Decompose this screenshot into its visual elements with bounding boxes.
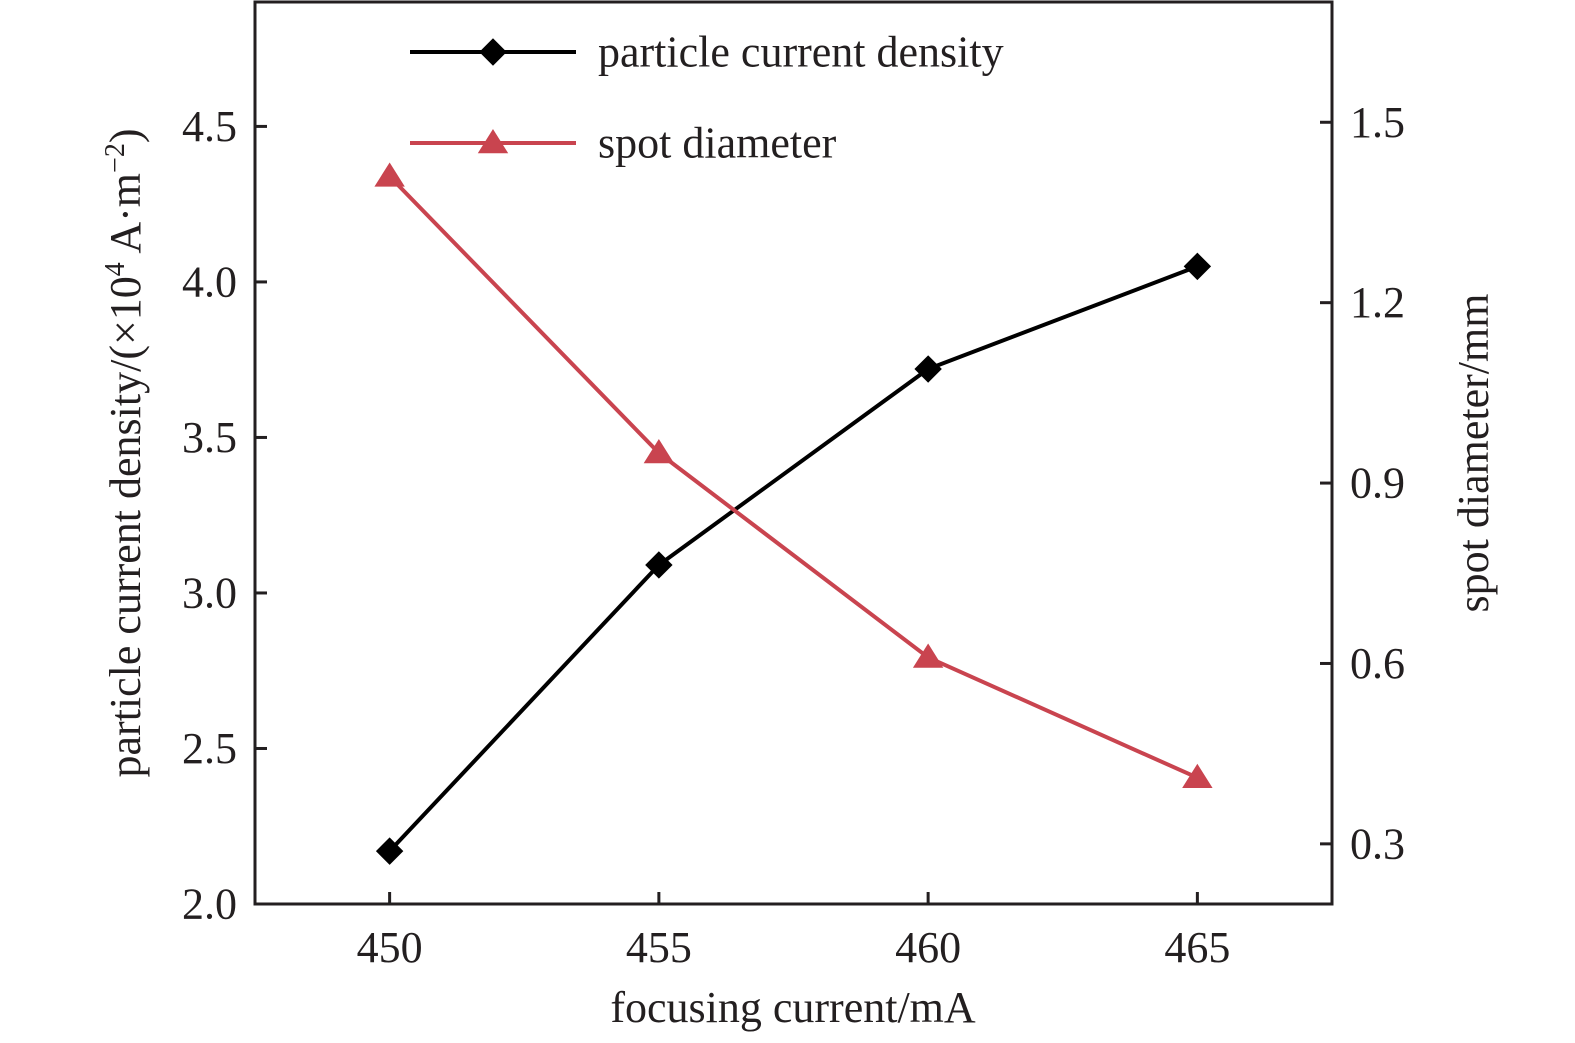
series-line-0 [388,264,1199,853]
legend-label-1: spot diameter [598,119,837,168]
y-left-title-prefix: particle current density/(×10 [101,276,150,777]
y-left-title-suffix: ) [101,129,150,144]
y-right-tick-label-1: 0.6 [1350,639,1405,688]
y-right-axis-title: spot diameter/mm [1449,294,1498,613]
legend-marker-1 [477,129,509,154]
series-0-point-1 [645,551,673,579]
series-1-point-3 [1182,763,1213,788]
series-layer [374,162,1213,865]
y-right-axis-ticks: 0.3 0.6 0.9 1.2 1.5 [1320,98,1405,868]
y-right-tick-label-0: 0.3 [1350,819,1405,868]
legend: particle current density spot diameter [410,28,1004,168]
series-0-point-3 [1183,252,1212,281]
y-right-tick-label-3: 1.2 [1350,278,1405,327]
series-line-1 [388,174,1199,780]
series-1-point-0 [374,162,405,187]
legend-label-0: particle current density [598,28,1004,77]
series-0 [375,252,1212,865]
y-left-title-mid: A·m [101,173,150,262]
y-left-tick-label-4: 4.0 [182,257,237,306]
y-right-tick-label-4: 1.5 [1350,98,1405,147]
legend-marker-0 [479,38,507,66]
y-left-axis-title: particle current density/(×104 A·m−2) [100,129,150,778]
y-left-title-exp2: −2 [100,143,131,173]
series-1-point-1 [643,439,675,464]
x-axis-title: focusing current/mA [610,983,976,1032]
y-right-tick-label-2: 0.9 [1350,459,1405,508]
y-left-axis-ticks: 2.0 2.5 3.0 3.5 4.0 4.5 [182,102,267,929]
series-1-point-2 [912,643,944,668]
y-left-tick-label-1: 2.5 [182,724,237,773]
plot-frame [253,0,1334,906]
y-left-title-exp1: 4 [100,262,131,276]
x-tick-label-1: 455 [626,923,692,972]
legend-item-1: spot diameter [410,119,837,168]
series-1 [374,162,1213,788]
x-tick-label-2: 460 [895,923,961,972]
y-left-tick-label-0: 2.0 [182,880,237,929]
legend-item-0: particle current density [410,28,1004,77]
series-0-point-0 [375,837,404,865]
x-tick-label-3: 465 [1164,923,1230,972]
y-left-tick-label-5: 4.5 [182,102,237,151]
x-axis-ticks: 450 455 460 465 [357,892,1230,972]
y-left-tick-label-3: 3.5 [182,413,237,462]
y-left-tick-label-2: 3.0 [182,568,237,617]
series-0-point-2 [914,355,942,383]
x-tick-label-0: 450 [357,923,423,972]
